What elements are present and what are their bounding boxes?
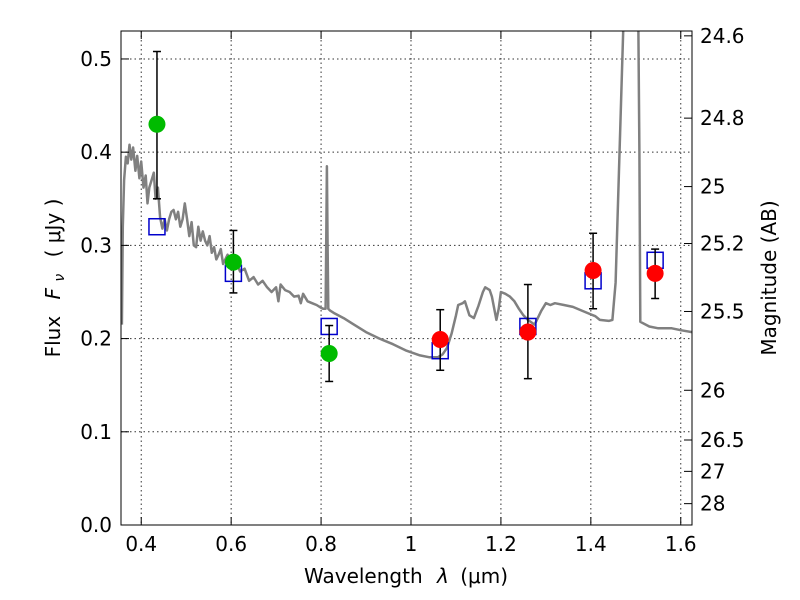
right-tick-label: 25.5 <box>700 299 745 323</box>
y-tick-label: 0.3 <box>80 233 112 257</box>
right-tick-label: 25.2 <box>700 232 745 256</box>
y-axis-label-symbol: F <box>41 287 65 299</box>
x-tick-label: 1 <box>405 532 418 556</box>
optical-data-point <box>224 253 242 271</box>
x-tick-label: 0.6 <box>215 532 247 556</box>
y-axis-label-text: Flux <box>41 316 65 358</box>
right-tick-label: 25 <box>700 175 725 199</box>
right-tick-label: 26 <box>700 378 725 402</box>
y-tick-label: 0.2 <box>80 327 112 351</box>
nir-data-point <box>584 262 602 280</box>
x-axis-label: Wavelength λ (μm) <box>304 564 508 588</box>
x-axis-label-unit: (μm) <box>460 564 508 588</box>
model-flux-square <box>148 217 166 236</box>
plot-frame <box>120 30 693 526</box>
model-sed-line <box>121 31 692 359</box>
x-tick-label: 1.6 <box>665 532 697 556</box>
y-axis-label-unit: ( μJy ) <box>41 199 65 258</box>
ticks: 0.4 0.6 0.8 1 1.2 1.4 1.6 0.0 0.1 0.2 0.3 0.4 0.5 24.… <box>80 24 744 556</box>
grid <box>121 31 692 525</box>
y-tick-label: 0.1 <box>80 420 112 444</box>
x-tick-label: 1.4 <box>575 532 607 556</box>
x-tick-label: 1.2 <box>485 532 517 556</box>
right-tick-label: 24.6 <box>700 24 745 48</box>
optical-data-point <box>148 115 166 133</box>
nir-data-point <box>646 264 664 282</box>
right-tick-label: 28 <box>700 492 725 516</box>
right-tick-label: 26.5 <box>700 428 745 452</box>
right-tick-label: 27 <box>700 459 725 483</box>
x-axis-label-text: Wavelength <box>304 564 423 588</box>
right-tick-label: 24.8 <box>700 106 745 130</box>
y-tick-label: 0.4 <box>80 140 112 164</box>
x-tick-label: 0.4 <box>125 532 157 556</box>
data-layer <box>121 31 692 383</box>
y-axis-label-subscript: ν <box>52 274 68 282</box>
x-axis-label-symbol: λ <box>436 564 449 588</box>
nir-data-point <box>431 331 449 349</box>
x-tick-label: 0.8 <box>305 532 337 556</box>
right-axis-label: Magnitude (AB) <box>757 200 781 355</box>
y-tick-label: 0.5 <box>80 47 112 71</box>
y-axis-label: Flux F ν ( μJy ) <box>41 199 69 358</box>
nir-data-point <box>519 323 537 341</box>
optical-data-point <box>320 344 338 362</box>
y-tick-label: 0.0 <box>80 513 112 537</box>
